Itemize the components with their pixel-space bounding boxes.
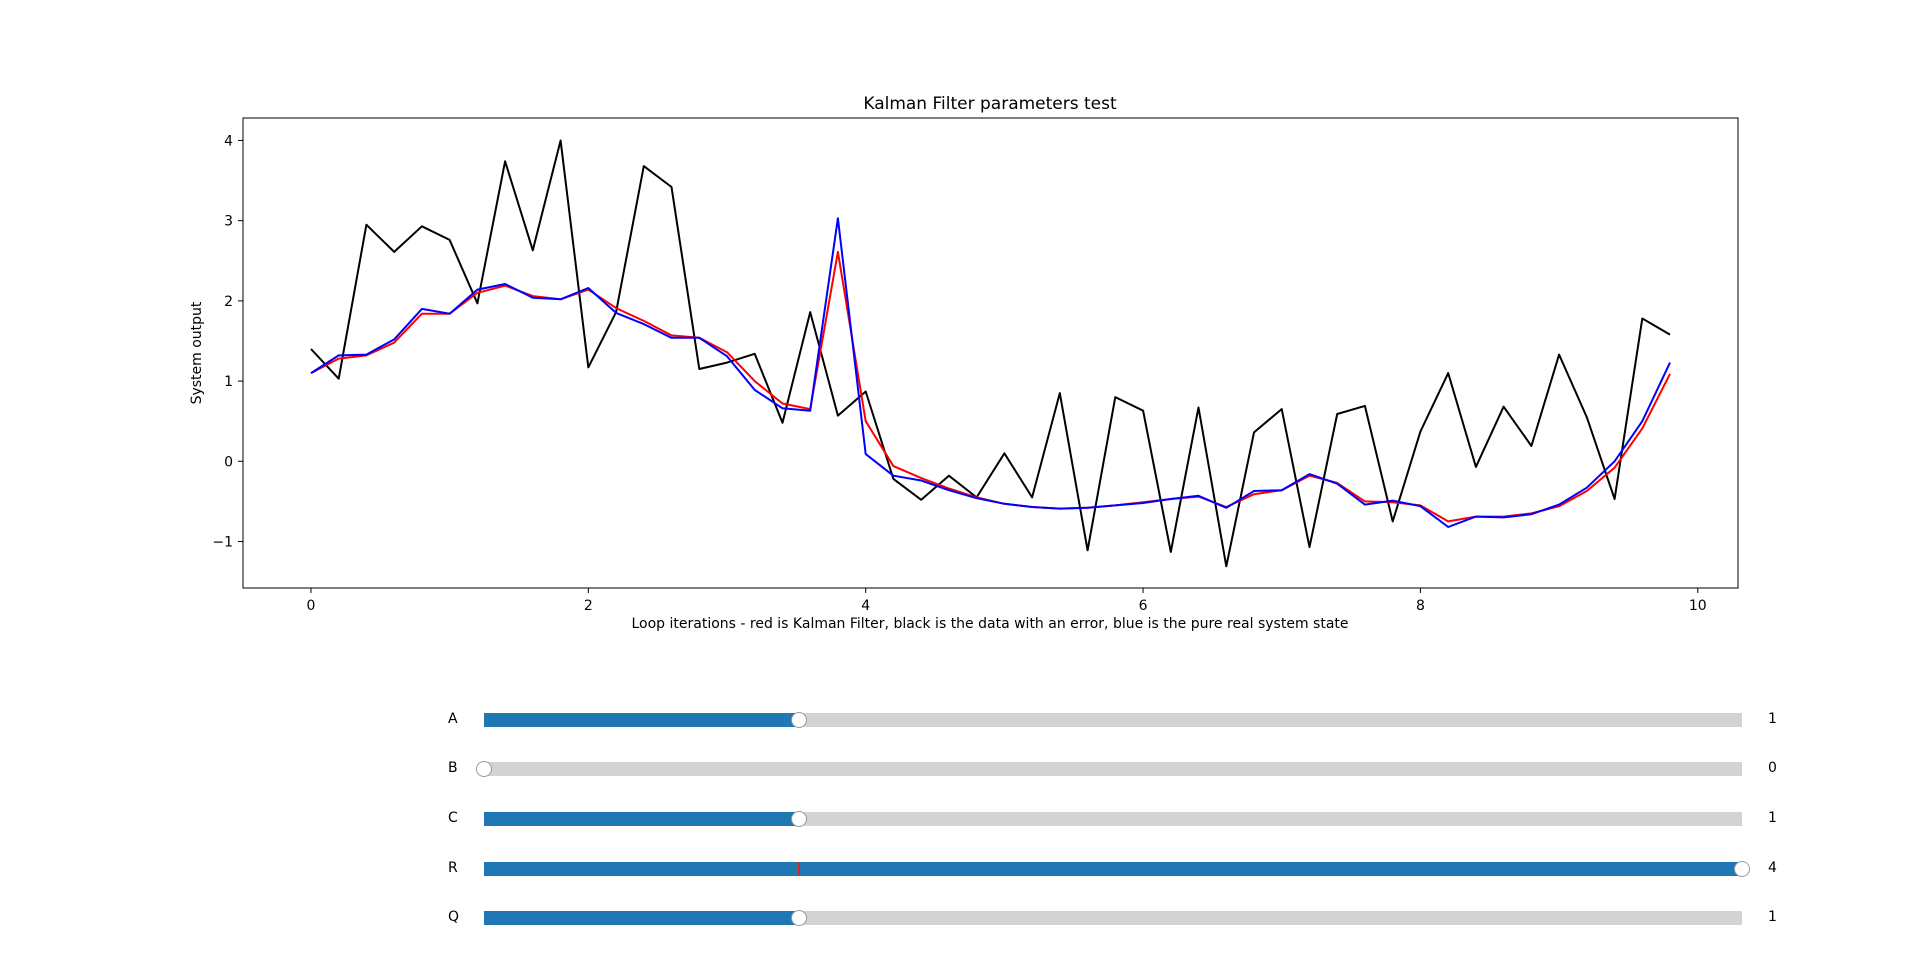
- slider-label: R: [448, 860, 458, 876]
- slider-initial-marker: [797, 862, 800, 876]
- slider-handle[interactable]: [790, 910, 807, 926]
- x-axis-label: Loop iterations - red is Kalman Filter, …: [631, 616, 1348, 632]
- slider-label: Q: [448, 909, 460, 925]
- y-tick-label: 2: [224, 294, 233, 310]
- slider-track[interactable]: [484, 712, 1742, 728]
- slider-label: B: [448, 760, 458, 776]
- y-tick-label: 4: [224, 133, 233, 149]
- slider-value: 1: [1768, 810, 1777, 826]
- y-tick-label: 3: [224, 214, 233, 230]
- x-tick-label: 6: [1139, 598, 1148, 614]
- slider-fill: [484, 713, 799, 727]
- slider-fill: [484, 812, 799, 826]
- y-tick-label: 1: [224, 374, 233, 390]
- axes-frame: [242, 117, 1739, 589]
- plot-area: [310, 139, 1671, 568]
- slider-track[interactable]: [484, 861, 1750, 877]
- slider-value: 1: [1768, 909, 1777, 925]
- slider-value: 1: [1768, 711, 1777, 727]
- slider-handle[interactable]: [476, 761, 492, 777]
- slider-fill: [484, 862, 1742, 876]
- chart-title: Kalman Filter parameters test: [863, 94, 1117, 114]
- slider-track[interactable]: [484, 811, 1742, 827]
- slider-value: 0: [1768, 760, 1777, 776]
- slider-fill: [484, 911, 799, 925]
- x-tick-label: 10: [1689, 598, 1707, 614]
- slider-value: 4: [1768, 860, 1777, 876]
- slider-track[interactable]: [476, 761, 1742, 777]
- slider-label: C: [448, 810, 458, 826]
- series-line-1: [310, 250, 1671, 523]
- slider-handle[interactable]: [790, 712, 807, 728]
- axis-ticks: 0 2 4 6 8 10 −1 0 1 2 3 4: [212, 133, 1706, 614]
- x-tick-label: 4: [861, 598, 870, 614]
- y-axis-label: System output: [189, 301, 205, 404]
- series-line-0: [310, 139, 1671, 568]
- x-tick-label: 2: [584, 598, 593, 614]
- x-tick-label: 8: [1416, 598, 1425, 614]
- x-tick-label: 0: [306, 598, 315, 614]
- y-tick-label: 0: [224, 454, 233, 470]
- series-line-2: [310, 217, 1671, 528]
- y-tick-label: −1: [212, 534, 233, 550]
- slider-handle[interactable]: [1734, 861, 1750, 877]
- slider-track[interactable]: [484, 910, 1742, 926]
- slider-label: A: [448, 711, 458, 727]
- slider-handle[interactable]: [790, 811, 807, 827]
